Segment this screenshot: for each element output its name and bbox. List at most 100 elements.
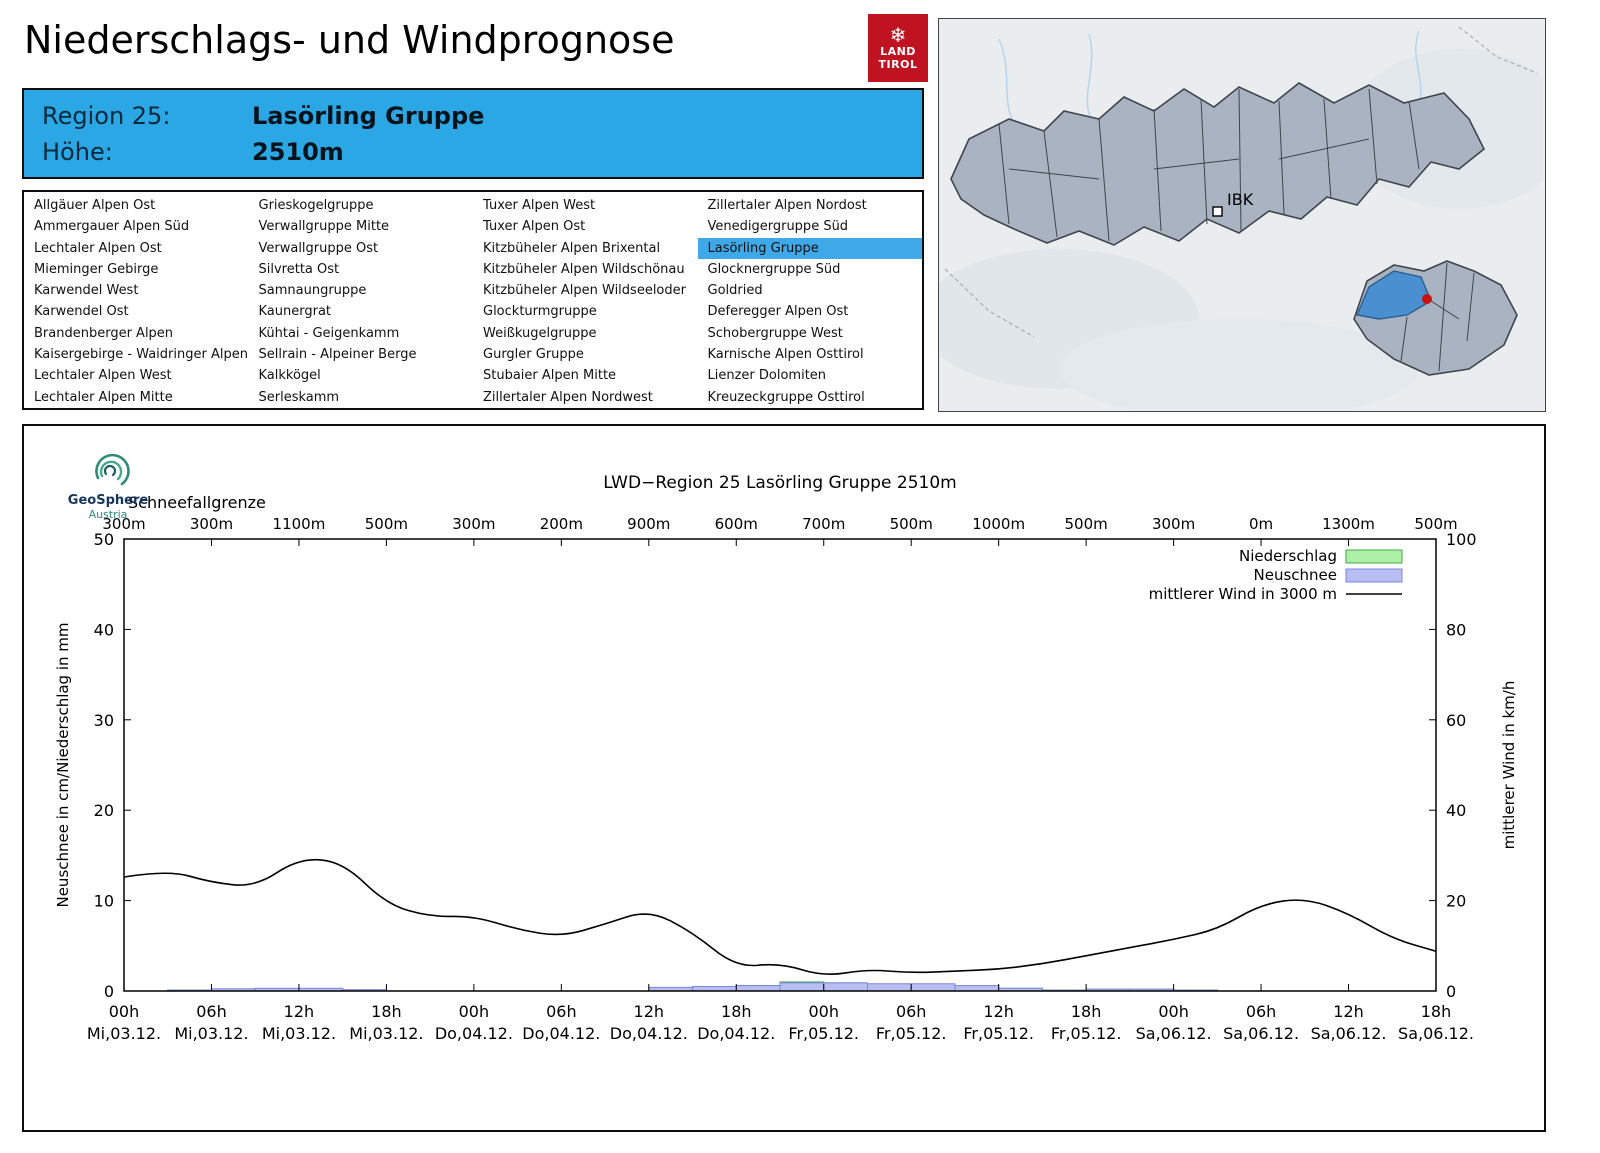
station-marker-dot xyxy=(1422,294,1432,304)
neuschnee-bar xyxy=(735,985,781,992)
region-item[interactable]: Verwallgruppe Ost xyxy=(258,240,379,256)
region-item[interactable]: Allgäuer Alpen Ost xyxy=(34,198,156,213)
region-item[interactable]: Weißkugelgruppe xyxy=(483,325,597,341)
snowline-value: 900m xyxy=(627,515,670,533)
x-tick-time: 12h xyxy=(634,1002,665,1021)
region-item[interactable]: Samnaungruppe xyxy=(258,283,367,299)
region-item[interactable]: Zillertaler Alpen Nordwest xyxy=(483,389,653,405)
region-item[interactable]: Kühtai - Geigenkamm xyxy=(258,325,400,341)
neuschnee-bar xyxy=(866,983,912,992)
y-right-value: 20 xyxy=(1446,892,1466,911)
snowline-value: 500m xyxy=(365,515,408,533)
region-item[interactable]: Kalkkögel xyxy=(258,368,321,384)
region-item[interactable]: Kitzbüheler Alpen Brixental xyxy=(483,240,661,256)
region-item[interactable]: Karwendel Ost xyxy=(34,304,129,320)
geosphere-text: GeoSphere xyxy=(68,493,149,508)
logo-line1: LAND xyxy=(880,45,916,58)
region-item[interactable]: Serleskamm xyxy=(258,389,340,405)
region-item[interactable]: Lechtaler Alpen Ost xyxy=(34,240,162,256)
region-column-1: Allgäuer Alpen Ost Ammergauer Alpen Süd Le… xyxy=(24,195,249,408)
snowflake-icon: ❄ xyxy=(889,23,907,47)
x-tick-time: 00h xyxy=(109,1002,140,1021)
x-tick-date: Do,04.12. xyxy=(522,1024,600,1043)
region-item[interactable]: Ammergauer Alpen Süd xyxy=(34,219,190,235)
region-item[interactable]: Kitzbüheler Alpen Wildseeloder xyxy=(483,283,686,299)
x-tick-time: 12h xyxy=(284,1002,315,1021)
region-boundaries xyxy=(1400,262,1475,372)
region-item[interactable]: Kreuzeckgruppe Osttirol xyxy=(707,389,865,405)
region-item[interactable]: Karwendel West xyxy=(34,283,139,299)
region-item[interactable]: Tuxer Alpen West xyxy=(483,198,596,213)
region-item[interactable]: Lienzer Dolomiten xyxy=(707,368,827,384)
neuschnee-bar xyxy=(823,982,868,992)
snowline-value: 0m xyxy=(1249,515,1273,533)
region-number-label: Region 25: xyxy=(42,101,171,130)
x-tick-time: 00h xyxy=(808,1002,839,1021)
x-tick-date: Mi,03.12. xyxy=(174,1024,248,1043)
x-tick-time: 18h xyxy=(1071,1002,1102,1021)
selected-region-shape[interactable] xyxy=(1356,270,1432,320)
snowline-value: 700m xyxy=(802,515,845,533)
region-item[interactable]: Lasörling Gruppe xyxy=(697,237,922,259)
snowline-value: 500m xyxy=(890,515,933,533)
y-left-value: 40 xyxy=(94,620,114,639)
x-tick-time: 06h xyxy=(196,1002,227,1021)
x-tick-date: Fr,05.12. xyxy=(876,1024,947,1043)
austria-text: Austria xyxy=(89,508,128,521)
land-tirol-logo: ❄ LAND TIROL xyxy=(868,14,928,82)
region-item[interactable]: Zillertaler Alpen Nordost xyxy=(707,198,867,213)
region-item[interactable]: Venedigergruppe Süd xyxy=(707,219,849,235)
x-tick-date: Sa,06.12. xyxy=(1223,1024,1299,1043)
region-item[interactable]: Verwallgruppe Mitte xyxy=(258,219,390,235)
neuschnee-bar xyxy=(779,982,825,992)
region-item[interactable]: Kitzbüheler Alpen Wildschönau xyxy=(483,261,685,277)
region-item[interactable]: Stubaier Alpen Mitte xyxy=(483,368,617,384)
terrain-shade xyxy=(1059,319,1419,419)
region-item[interactable]: Deferegger Alpen Ost xyxy=(707,304,849,320)
plot-border xyxy=(123,538,1437,992)
region-item[interactable]: Glockturmgruppe xyxy=(483,304,597,320)
region-item[interactable]: Brandenberger Alpen xyxy=(34,325,174,341)
region-item[interactable]: Karnische Alpen Osttirol xyxy=(707,347,864,363)
x-tick-date: Do,04.12. xyxy=(610,1024,688,1043)
y-left-axis-label: Neuschnee in cm/Niederschlag in mm xyxy=(54,622,72,907)
region-item[interactable]: Schobergruppe West xyxy=(707,325,843,341)
y-right-value: 100 xyxy=(1446,530,1477,549)
north-tirol-regions[interactable] xyxy=(950,82,1486,246)
region-item[interactable]: Lechtaler Alpen Mitte xyxy=(34,389,173,405)
y-left-value: 10 xyxy=(94,892,114,911)
region-item[interactable]: Sellrain - Alpeiner Berge xyxy=(258,347,417,363)
tirol-region-map[interactable]: IBK xyxy=(919,18,1569,419)
x-tick-time: 18h xyxy=(721,1002,752,1021)
region-item[interactable]: Tuxer Alpen Ost xyxy=(483,219,586,235)
geosphere-logo: GeoSphere Austria xyxy=(68,453,149,521)
region-item[interactable]: Goldried xyxy=(707,283,763,299)
altitude-value: 2510m xyxy=(252,137,344,166)
region-header: Region 25: Lasörling Gruppe Höhe: 2510m xyxy=(22,88,924,179)
page-title: Niederschlags- und Windprognose xyxy=(24,18,675,62)
region-item[interactable]: Lechtaler Alpen West xyxy=(34,368,172,384)
x-tick-date: Fr,05.12. xyxy=(1051,1024,1122,1043)
y-right-axis-label: mittlerer Wind in km/h xyxy=(1500,681,1518,850)
snowline-value: 300m xyxy=(452,515,495,533)
region-item[interactable]: Grieskogelgruppe xyxy=(258,198,374,213)
snowline-value: 1000m xyxy=(972,515,1025,533)
snowline-value: 1300m xyxy=(1322,515,1375,533)
x-tick-time: 06h xyxy=(896,1002,927,1021)
region-item[interactable]: Gurgler Gruppe xyxy=(483,347,584,363)
y-right-value: 0 xyxy=(1446,982,1456,1001)
chart-title: LWD−Region 25 Lasörling Gruppe 2510m xyxy=(603,473,956,493)
x-tick-time: 06h xyxy=(1246,1002,1277,1021)
region-item[interactable]: Mieminger Gebirge xyxy=(34,261,159,277)
region-item[interactable]: Silvretta Ost xyxy=(258,261,340,277)
y-left-value: 30 xyxy=(94,711,114,730)
region-item[interactable]: Glocknergruppe Süd xyxy=(707,261,841,277)
x-tick-time: 12h xyxy=(1333,1002,1364,1021)
legend-label: mittlerer Wind in 3000 m xyxy=(1149,585,1337,603)
x-tick-date: Fr,05.12. xyxy=(788,1024,859,1043)
forecast-chart-panel: LWD−Region 25 Lasörling Gruppe 2510m Schn… xyxy=(22,424,1546,1132)
region-item[interactable]: Kaunergrat xyxy=(258,304,332,320)
x-tick-time: 18h xyxy=(371,1002,402,1021)
region-item[interactable]: Kaisergebirge - Waidringer Alpen xyxy=(34,347,248,363)
y-left-value: 50 xyxy=(94,530,114,549)
